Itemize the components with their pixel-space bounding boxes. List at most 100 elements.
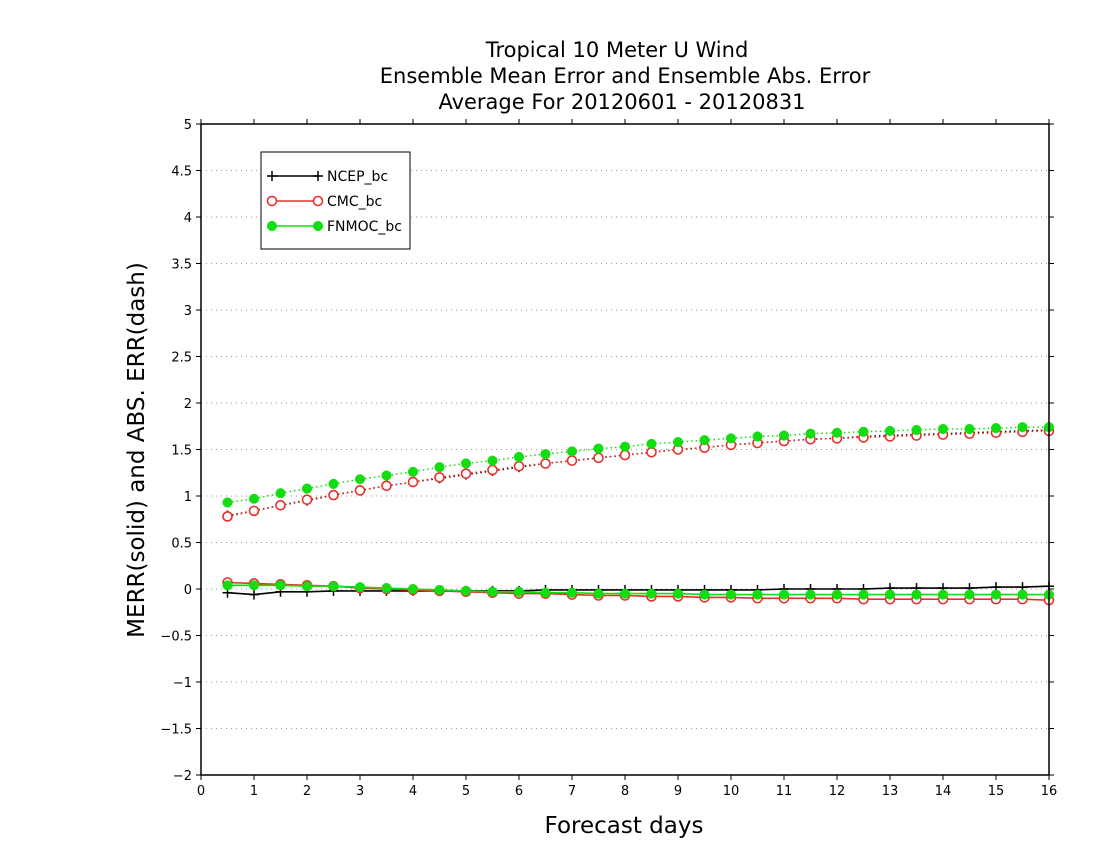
abs-err-point-cmc [513,460,525,472]
merr-point-fnmoc [328,581,339,592]
y-axis-title: MERR(solid) and ABS. ERR(dash) [124,262,150,638]
abs-err-point-fnmoc [487,455,498,466]
abs-err-point-fnmoc [381,470,392,481]
abs-err-point-fnmoc [1017,422,1028,433]
legend-marker-point-cmc [266,195,278,207]
abs-err-point-fnmoc [752,431,763,442]
y-tick-label: 1 [184,490,192,505]
x-tick-label: 10 [723,784,740,799]
abs-err-point-fnmoc [990,423,1002,434]
axes-layer: −2−1.5−1−0.500.511.522.533.544.550 1 2 3 4 5 6… [160,118,1057,799]
merr-point-fnmoc [805,589,816,600]
abs-err-point-fnmoc [646,438,657,449]
merr-point-fnmoc [1017,589,1028,600]
abs-err-point-cmc [407,476,419,488]
abs-err-point-fnmoc [619,441,631,452]
x-tick-label: 12 [829,784,846,799]
x-tick-label: 4 [409,784,417,799]
abs-err-point-cmc [593,452,604,464]
abs-err-point-fnmoc [725,433,737,444]
merr-point-fnmoc [964,589,975,600]
y-tick-label: 5 [184,118,192,133]
abs-err-point-cmc [487,464,498,476]
abs-err-point-cmc [460,468,472,479]
x-axis-title: Forecast days [545,813,704,839]
abs-err-point-fnmoc [222,497,233,508]
y-tick-label: 0 [184,583,192,598]
legend-marker-point-fnmoc [312,220,324,232]
legend-marker-cmc-end [312,195,324,207]
abs-err-point-cmc [566,455,578,466]
x-tick-label: 5 [462,784,470,799]
x-tick-label: 15 [988,784,1005,799]
merr-point-fnmoc [990,589,1002,600]
merr-point-fnmoc [248,580,260,591]
merr-point-fnmoc [540,587,551,598]
abs-err-point-fnmoc [248,493,260,504]
y-tick-label: 2 [184,397,192,412]
legend-marker-point-cmc [312,195,324,207]
x-tick-label: 14 [935,784,952,799]
legend-marker-fnmoc-start [266,220,278,232]
merr-point-fnmoc [884,589,896,600]
x-tick-label: 16 [1041,784,1058,799]
abs-err-point-cmc [328,489,339,501]
abs-err-point-fnmoc [513,451,525,462]
data-layer [222,422,1055,606]
series-fnmoc [222,422,1055,600]
merr-point-fnmoc [460,585,472,596]
x-tick-label: 3 [356,784,364,799]
legend-marker-point-ncep [267,171,277,181]
abs-err-point-fnmoc [354,474,366,485]
abs-err-point-fnmoc [328,478,339,489]
y-tick-label: 4 [184,211,192,226]
merr-point-fnmoc [778,589,790,600]
abs-err-point-fnmoc [566,446,578,457]
legend-label-ncep: NCEP_bc [327,169,388,185]
merr-point-ncep [249,589,259,600]
x-tick-label: 2 [303,784,311,799]
merr-point-fnmoc [672,588,684,599]
x-tick-label: 11 [776,784,793,799]
merr-point-fnmoc [301,581,313,592]
y-tick-label: 3.5 [171,258,192,273]
merr-point-fnmoc [593,588,604,599]
merr-point-fnmoc [434,584,445,595]
merr-point-fnmoc [646,588,657,599]
x-tick-label: 13 [882,784,899,799]
abs-err-point-fnmoc [460,458,472,469]
abs-err-point-fnmoc [699,435,710,446]
abs-err-point-fnmoc [672,437,684,448]
abs-err-point-cmc [354,485,366,496]
merr-point-fnmoc [407,583,419,595]
abs-err-point-fnmoc [434,462,445,473]
merr-point-fnmoc [937,589,949,600]
abs-err-point-cmc [434,472,445,483]
abs-err-point-fnmoc [593,443,604,454]
abs-err-point-fnmoc [937,423,949,435]
legend-marker-ncep-end [313,171,323,181]
abs-err-point-cmc [301,494,313,506]
y-tick-label: 1.5 [171,444,192,459]
abs-err-point-cmc [540,458,551,469]
chart-title-line-3: Average For 20120601 - 20120831 [438,90,805,114]
abs-err-point-fnmoc [911,424,922,436]
merr-point-fnmoc [911,589,922,600]
merr-point-fnmoc [354,582,366,593]
y-tick-label: 4.5 [171,165,192,180]
x-tick-label: 1 [250,784,258,799]
legend-entry-ncep: NCEP_bc [267,169,388,185]
merr-point-fnmoc [752,589,763,600]
legend-marker-ncep-start [267,171,277,181]
legend-entry-fnmoc: FNMOC_bc [266,219,402,235]
legend-label-fnmoc: FNMOC_bc [327,219,402,235]
x-tick-label: 6 [515,784,523,799]
merr-point-fnmoc [858,589,869,600]
y-tick-label: −0.5 [160,630,192,645]
x-tick-label: 0 [197,784,205,799]
legend-marker-point-ncep [313,171,323,181]
chart-title-line-2: Ensemble Mean Error and Ensemble Abs. Er… [380,64,871,88]
x-tick-label: 8 [621,784,629,799]
abs-err-point-fnmoc [858,426,869,437]
abs-err-point-fnmoc [778,430,790,441]
